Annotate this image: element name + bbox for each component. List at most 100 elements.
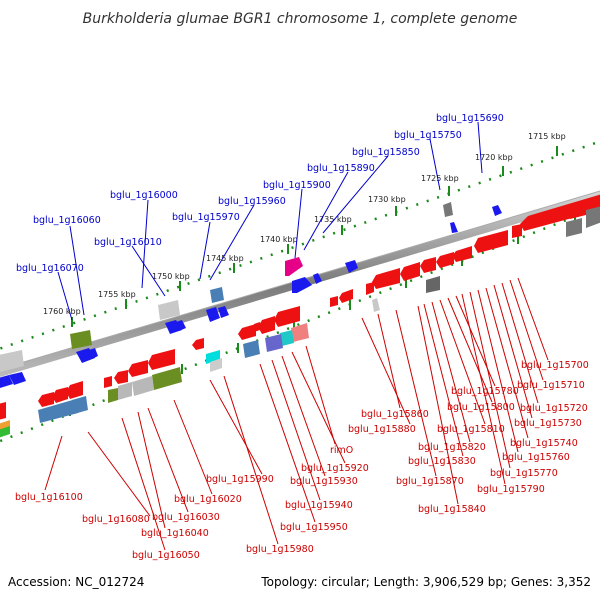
- gene-feature: [492, 205, 502, 216]
- gene-label[interactable]: bglu_1g15750: [394, 130, 462, 141]
- gene-label[interactable]: bglu_1g16000: [110, 190, 178, 201]
- gene-feature: [420, 257, 436, 273]
- gene-label[interactable]: bglu_1g15870: [396, 476, 464, 487]
- gene-label[interactable]: bglu_1g15890: [307, 163, 375, 174]
- kbp-label: 1730 kbp: [368, 195, 406, 204]
- gene-label[interactable]: bglu_1g16080: [82, 514, 150, 525]
- gene-feature: [285, 257, 303, 276]
- gene-label[interactable]: bglu_1g15690: [436, 113, 504, 124]
- gene-label[interactable]: bglu_1g15940: [285, 500, 353, 511]
- gene-feature: [339, 289, 353, 303]
- gene-label[interactable]: bglu_1g15850: [352, 147, 420, 158]
- gene-label[interactable]: bglu_1g15730: [514, 418, 582, 429]
- gene-feature: [89, 348, 98, 359]
- gene-label[interactable]: bglu_1g15880: [348, 424, 416, 435]
- gene-feature: [586, 206, 600, 228]
- gene-label[interactable]: bglu_1g16030: [152, 512, 220, 523]
- gene-label[interactable]: bglu_1g15920: [301, 463, 369, 474]
- upper-leader-lines: [57, 121, 483, 321]
- gene-feature: [104, 376, 112, 388]
- gene-feature: [132, 376, 154, 396]
- gene-label[interactable]: bglu_1g15700: [521, 360, 589, 371]
- gene-label[interactable]: bglu_1g15840: [418, 504, 486, 515]
- gene-label[interactable]: bglu_1g16070: [16, 263, 84, 274]
- gene-feature: [313, 273, 322, 284]
- gene-feature: [0, 375, 13, 388]
- kbp-label: 1735 kbp: [314, 215, 352, 224]
- gene-feature: [450, 222, 458, 233]
- kbp-label: 1750 kbp: [152, 272, 190, 281]
- gene-label[interactable]: bglu_1g15820: [418, 442, 486, 453]
- gene-label[interactable]: bglu_1g16060: [33, 215, 101, 226]
- gene-feature: [128, 360, 148, 377]
- gene-label[interactable]: bglu_1g15760: [502, 452, 570, 463]
- gene-label[interactable]: bglu_1g15720: [520, 403, 588, 414]
- kbp-label: 1715 kbp: [528, 132, 566, 141]
- gene-feature: [280, 330, 294, 346]
- gene-label[interactable]: bglu_1g15900: [263, 180, 331, 191]
- kbp-label: 1740 kbp: [260, 235, 298, 244]
- gene-label[interactable]: bglu_1g15810: [437, 424, 505, 435]
- kbp-label: 1745 kbp: [206, 254, 244, 263]
- gene-feature: [70, 330, 92, 349]
- gene-feature: [192, 338, 204, 350]
- gene-label[interactable]: bglu_1g15830: [408, 456, 476, 467]
- gene-feature: [218, 306, 229, 318]
- gene-feature: [0, 426, 10, 438]
- gene-label[interactable]: bglu_1g15740: [510, 438, 578, 449]
- gene-feature: [238, 324, 256, 340]
- gene-feature: [426, 276, 440, 293]
- gene-label[interactable]: rimO: [330, 445, 353, 456]
- lower-labels: bglu_1g15700 bglu_1g15710 bglu_1g15720 b…: [15, 360, 589, 561]
- gene-label[interactable]: bglu_1g15990: [206, 474, 274, 485]
- gene-feature: [436, 252, 454, 268]
- genome-summary-text: Topology: circular; Length: 3,906,529 bp…: [260, 575, 591, 589]
- gene-label[interactable]: bglu_1g15980: [246, 544, 314, 555]
- gene-label[interactable]: bglu_1g16040: [141, 528, 209, 539]
- accession-text: Accession: NC_012724: [8, 575, 144, 589]
- kbp-label: 1760 kbp: [43, 307, 81, 316]
- map-title: Burkholderia glumae BGR1 chromosome 1, c…: [83, 11, 518, 27]
- gene-feature: [443, 202, 453, 217]
- gene-feature: [66, 381, 83, 399]
- kbp-label: 1755 kbp: [98, 290, 136, 299]
- gene-feature: [474, 230, 508, 253]
- gene-feature: [114, 370, 128, 384]
- gene-feature: [330, 296, 338, 307]
- gene-feature: [265, 334, 283, 352]
- gene-feature: [512, 224, 522, 238]
- gene-feature: [38, 392, 54, 407]
- gene-label[interactable]: bglu_1g15970: [172, 212, 240, 223]
- gene-label[interactable]: bglu_1g15800: [447, 402, 515, 413]
- gene-label[interactable]: bglu_1g15860: [361, 409, 429, 420]
- gene-feature: [210, 358, 222, 372]
- kbp-scale: 1715 kbp 1720 kbp 1725 kbp 1730 kbp 1735…: [43, 132, 566, 316]
- lower-leader-lines: [44, 277, 549, 551]
- gene-feature: [0, 350, 24, 372]
- gene-feature: [118, 382, 132, 400]
- gene-label[interactable]: bglu_1g16010: [94, 237, 162, 248]
- gene-feature: [345, 260, 358, 273]
- gene-label[interactable]: bglu_1g16100: [15, 492, 83, 503]
- gene-feature: [292, 277, 312, 293]
- kbp-label: 1720 kbp: [475, 153, 513, 162]
- gene-label[interactable]: bglu_1g15960: [218, 196, 286, 207]
- kbp-label: 1725 kbp: [421, 174, 459, 183]
- gene-label[interactable]: bglu_1g16050: [132, 550, 200, 561]
- gene-label[interactable]: bglu_1g16020: [174, 494, 242, 505]
- gene-label[interactable]: bglu_1g15710: [517, 380, 585, 391]
- gene-label[interactable]: bglu_1g15790: [477, 484, 545, 495]
- gene-feature: [274, 306, 300, 327]
- reverse-genes: [0, 194, 600, 438]
- gene-feature: [148, 349, 175, 370]
- gene-label[interactable]: bglu_1g15950: [280, 522, 348, 533]
- gene-label[interactable]: bglu_1g15780: [451, 386, 519, 397]
- gene-label[interactable]: bglu_1g15770: [490, 468, 558, 479]
- gene-feature: [372, 298, 380, 312]
- gene-feature: [38, 399, 78, 423]
- gene-feature: [400, 262, 420, 281]
- gene-feature: [158, 300, 180, 320]
- gene-feature: [566, 218, 582, 237]
- gene-label[interactable]: bglu_1g15930: [290, 476, 358, 487]
